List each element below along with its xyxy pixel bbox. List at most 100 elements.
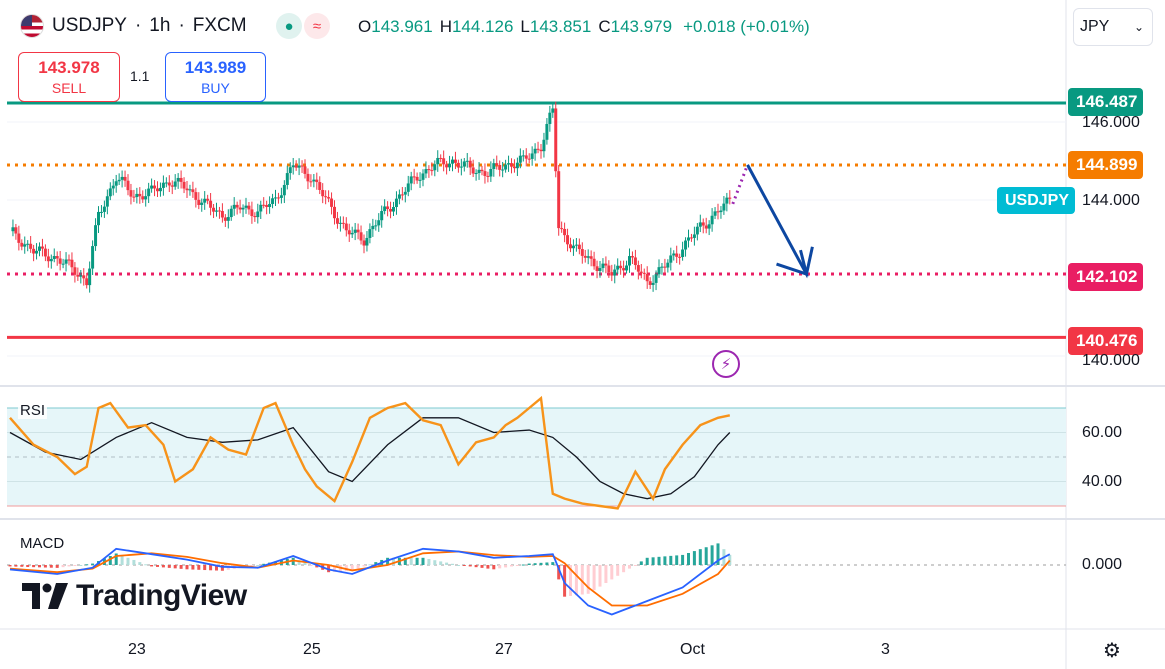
currency-value: JPY (1080, 18, 1110, 35)
candle-body (687, 237, 690, 241)
candle-body (639, 271, 643, 273)
macd-histogram-bar (510, 565, 513, 567)
macd-histogram-bar (474, 565, 478, 568)
candle-body (67, 259, 71, 261)
candle-body (253, 216, 257, 218)
macd-histogram-bar (533, 563, 537, 565)
candle-body (468, 160, 472, 168)
market-open-dot-icon[interactable]: ● (276, 13, 302, 39)
macd-histogram-bar (303, 562, 307, 565)
sell-label: SELL (51, 80, 87, 96)
projection-arrowhead (776, 249, 809, 277)
buy-button[interactable]: 143.989 BUY (165, 52, 266, 102)
candle-body (613, 269, 617, 276)
candle-body (82, 275, 86, 279)
macd-histogram-bar (126, 557, 130, 565)
candle-body (412, 176, 416, 178)
usd-flag-icon (20, 14, 44, 38)
symbol-price-tag[interactable]: USDJPY (997, 187, 1076, 214)
candle-body (91, 246, 95, 269)
close-value: 143.979 (610, 17, 673, 36)
y-tick-140: 140.000 (1082, 352, 1140, 369)
macd-histogram-bar (73, 565, 77, 566)
macd-histogram-bar (628, 565, 631, 569)
lightning-icon[interactable]: ⚡ (712, 350, 740, 378)
candle-body (642, 272, 646, 274)
candle-body (297, 165, 301, 168)
candle-body (577, 244, 581, 250)
candle-body (589, 256, 593, 259)
macd-histogram-bar (728, 554, 732, 565)
candle-body (129, 190, 133, 197)
y-tick-144: 144.000 (1082, 192, 1140, 209)
candle-body (215, 210, 218, 212)
candle-body (111, 185, 115, 189)
macd-histogram-bar (256, 565, 260, 566)
candle-body (341, 222, 345, 224)
candle-body (46, 256, 50, 262)
macd-pane-label[interactable]: MACD (18, 535, 67, 552)
candle-body (675, 253, 679, 257)
delayed-data-icon[interactable]: ≈ (304, 13, 330, 39)
candle-body (651, 282, 655, 285)
macd-histogram-bar (43, 565, 47, 568)
candle-body (512, 166, 516, 169)
macd-histogram-bar (539, 562, 543, 565)
candle-body (518, 155, 522, 163)
candle-body (471, 167, 475, 174)
candle-body (97, 211, 100, 226)
macd-histogram-bar (262, 563, 266, 565)
macd-histogram-bar (574, 565, 578, 596)
currency-select[interactable]: JPY ⌄ (1073, 8, 1153, 46)
macd-histogram-bar (580, 565, 584, 595)
macd-histogram-bar (32, 565, 36, 568)
low-value: 143.851 (529, 17, 592, 36)
rsi-pane-label[interactable]: RSI (18, 402, 48, 419)
candle-body (595, 266, 599, 271)
candle-body (141, 196, 145, 200)
sell-button[interactable]: 143.978 SELL (18, 52, 120, 102)
candle-body (480, 169, 484, 172)
macd-histogram-bar (486, 565, 490, 569)
macd-histogram-bar (150, 565, 154, 567)
candle-body (164, 182, 168, 184)
candle-body (539, 149, 543, 152)
price-tag-142102[interactable]: 142.102 (1068, 263, 1144, 291)
candle-body (347, 230, 351, 235)
candle-body (99, 211, 103, 213)
price-tag-146487[interactable]: 146.487 (1068, 88, 1144, 116)
candle-body (657, 267, 661, 275)
candle-body (394, 198, 398, 208)
candle-body (566, 235, 570, 245)
candle-body (158, 187, 162, 192)
macd-histogram-bar (675, 555, 679, 565)
candle-body (692, 234, 696, 238)
candle-body (156, 188, 159, 192)
candle-body (217, 210, 221, 212)
macd-histogram-bar (333, 565, 336, 572)
symbol-title[interactable]: USDJPY · 1h · FXCM (20, 14, 247, 38)
candle-body (610, 272, 614, 276)
price-tag-140476[interactable]: 140.476 (1068, 327, 1144, 355)
macd-histogram-bar (132, 559, 136, 565)
candle-body (312, 179, 316, 182)
candle-body (85, 278, 89, 286)
macd-histogram-bar (191, 565, 195, 570)
macd-histogram-bar (521, 564, 525, 566)
macd-histogram-bar (622, 565, 626, 573)
high-value: 144.126 (451, 17, 514, 36)
settings-gear-icon[interactable]: ⚙ (1103, 640, 1121, 662)
rsi-tick-40: 40.00 (1082, 473, 1123, 490)
macd-histogram-bar (167, 565, 171, 568)
macd-histogram-bar (545, 562, 549, 565)
candle-body (120, 176, 124, 180)
candle-body (371, 225, 375, 230)
candle-body (678, 256, 682, 258)
candle-body (117, 179, 121, 182)
price-tag-144899[interactable]: 144.899 (1068, 151, 1144, 179)
tradingview-logo-icon (22, 583, 68, 609)
candle-body (344, 223, 348, 231)
candle-body (179, 177, 183, 182)
macd-histogram-bar (368, 564, 372, 566)
